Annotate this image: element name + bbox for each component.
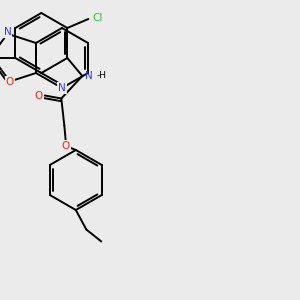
Text: -H: -H bbox=[96, 70, 106, 80]
Text: O: O bbox=[62, 141, 70, 151]
Text: O: O bbox=[35, 91, 43, 100]
Text: N: N bbox=[4, 27, 11, 37]
Text: Cl: Cl bbox=[92, 13, 103, 23]
Text: O: O bbox=[6, 77, 14, 87]
Text: N: N bbox=[85, 71, 93, 81]
Text: N: N bbox=[58, 83, 66, 93]
